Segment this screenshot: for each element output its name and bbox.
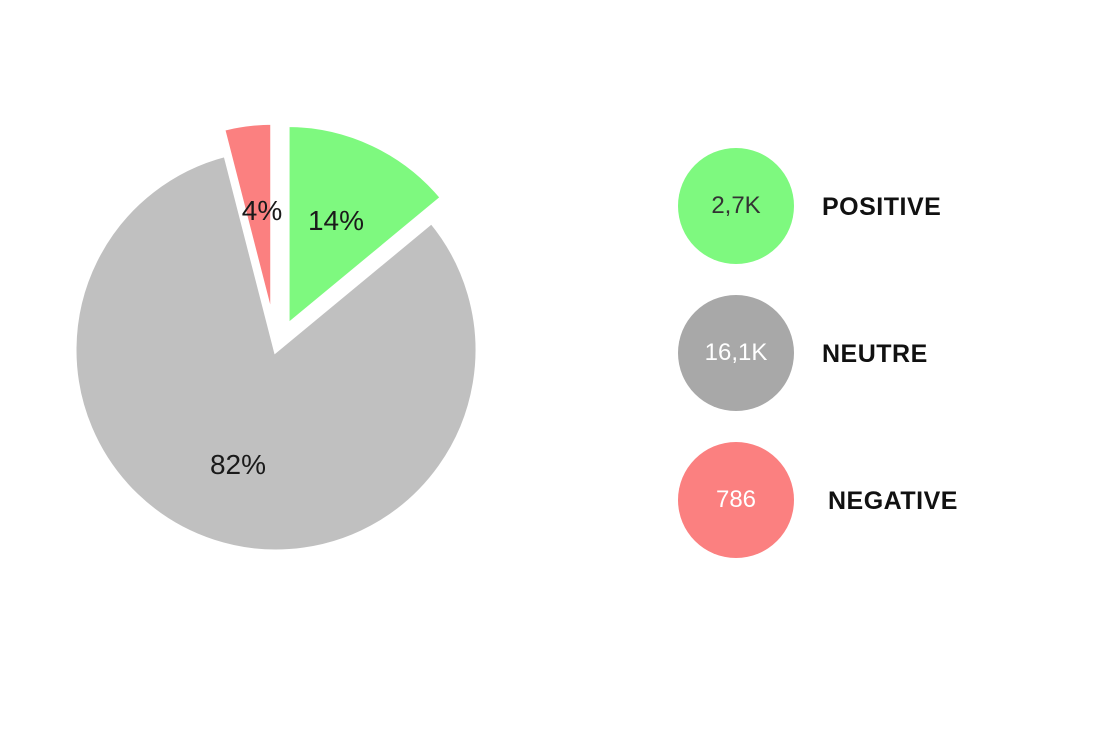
pie-slice-neutre [71,151,481,555]
pie-chart: 4% 14% 82% [71,119,481,555]
pie-slice-positive [284,121,447,332]
legend-label-neutre: NEUTRE [822,340,928,368]
legend: 2,7K POSITIVE 16,1K NEUTRE 786 NEGATIVE [678,148,1078,589]
legend-label-positive: POSITIVE [822,193,942,221]
legend-item-neutre: 16,1K NEUTRE [678,295,1078,442]
pie-slice-negative [219,119,276,325]
slice-label-neutre: 82% [210,449,266,480]
legend-circle-neutre: 16,1K [678,295,794,411]
legend-circle-negative: 786 [678,442,794,558]
legend-item-negative: 786 NEGATIVE [678,442,1078,589]
legend-label-negative: NEGATIVE [828,487,958,515]
slice-label-positive: 14% [308,205,364,236]
legend-circle-positive: 2,7K [678,148,794,264]
slice-label-negative: 4% [242,195,282,226]
legend-item-positive: 2,7K POSITIVE [678,148,1078,295]
